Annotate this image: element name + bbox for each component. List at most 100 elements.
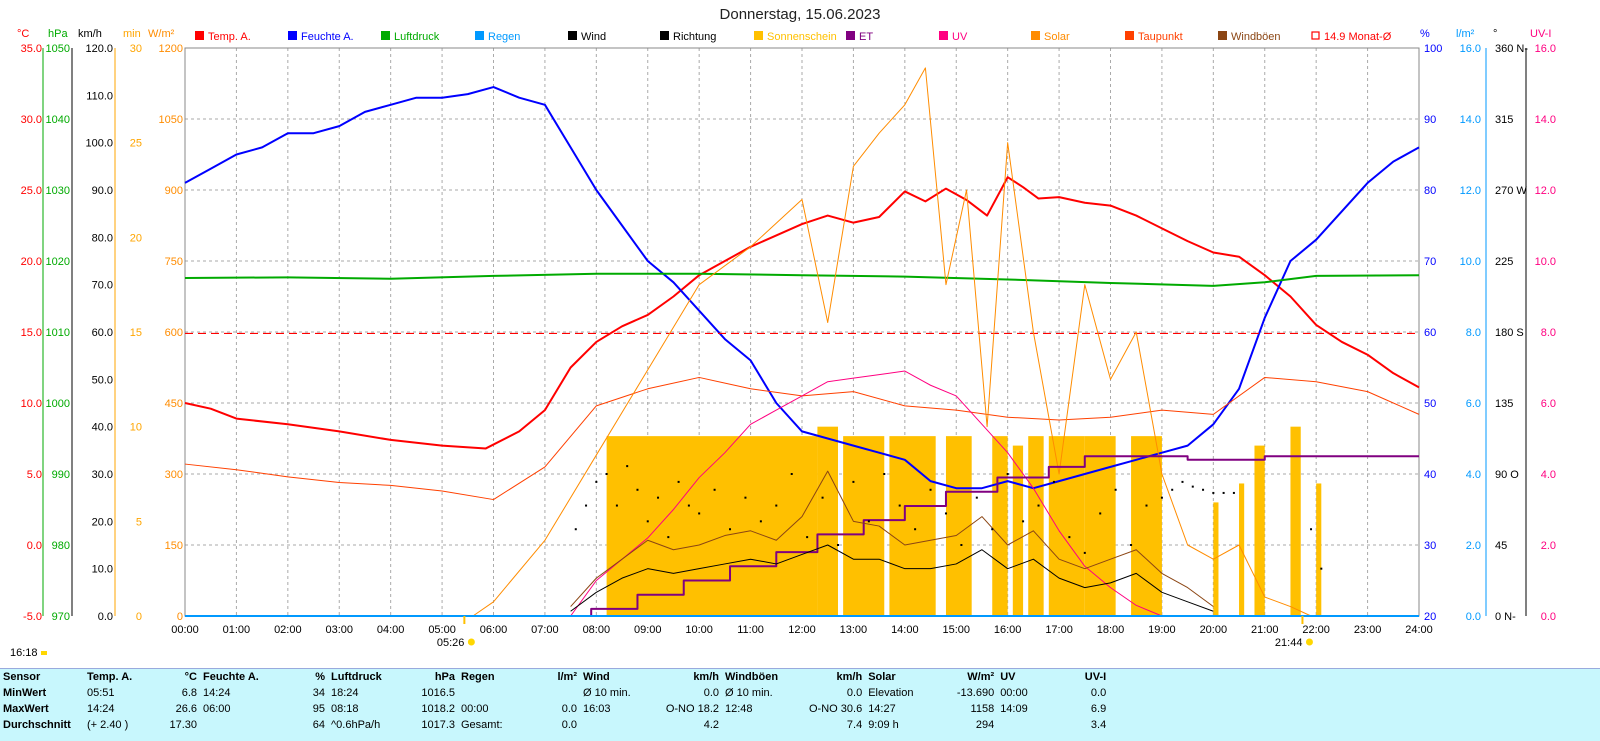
- stats-cell: 18:24: [331, 687, 359, 699]
- x-tick-label: 11:00: [737, 624, 764, 636]
- axis-head-lm2: l/m²: [1456, 28, 1475, 40]
- y-tick-label-kmh: 0.0: [98, 611, 113, 623]
- direction-point: [821, 496, 824, 499]
- stats-cell: 14:09: [1000, 703, 1028, 715]
- direction-point: [605, 473, 608, 475]
- sunshine-bar: [1213, 502, 1219, 616]
- stats-row: MinWert 05:51 6.8 14:24 34 18:24 1016.5 Ø 10 mi…: [0, 685, 1109, 701]
- stats-cell: -13.690: [956, 687, 995, 699]
- y-tick-label-deg: 135: [1495, 398, 1513, 410]
- stats-header-cell: Sensor: [3, 671, 41, 683]
- direction-point: [759, 520, 762, 523]
- y-tick-label-min: 5: [136, 516, 142, 528]
- legend-label: Wind: [581, 31, 606, 43]
- stats-cell: 00:00: [461, 703, 489, 715]
- y-tick-label-min: 15: [130, 327, 142, 339]
- y-tick-label-deg: 90 O: [1495, 469, 1519, 481]
- direction-point: [929, 488, 932, 491]
- stats-cell: [997, 717, 1061, 733]
- legend-label: 14.9 Monat-Ø: [1324, 31, 1392, 43]
- y-tick-label-lm2: 2.0: [1466, 540, 1481, 552]
- y-tick-label-pct: 40: [1424, 469, 1436, 481]
- sun-icon: [1305, 638, 1313, 646]
- stats-header-cell: UV: [1000, 671, 1016, 683]
- direction-point: [1202, 488, 1205, 491]
- y-tick-label-uvi: 12.0: [1535, 185, 1556, 197]
- stats-header-cell: l/m²: [557, 671, 577, 683]
- stats-cell: 1158: [970, 703, 995, 715]
- series-line-feuchte-a-: [184, 86, 1420, 490]
- x-tick-label: 18:00: [1097, 624, 1125, 636]
- stats-cell: O-NO 30.6: [809, 703, 863, 715]
- axis-head-uvi: UV-I: [1530, 28, 1551, 40]
- direction-point: [646, 520, 649, 523]
- stats-cell: Durchschnitt: [3, 719, 71, 731]
- legend-swatch: [1311, 31, 1320, 40]
- y-tick-label-kmh: 90.0: [92, 185, 113, 197]
- axis-head-temp: °C: [17, 28, 29, 40]
- axis-head-min: min: [123, 28, 141, 40]
- stats-cell: 34: [312, 687, 325, 699]
- y-tick-label-lm2: 14.0: [1460, 114, 1481, 126]
- direction-point: [636, 488, 639, 491]
- legend-swatch: [846, 31, 855, 40]
- direction-point: [595, 480, 598, 483]
- legend-swatch: [381, 31, 390, 40]
- stats-header-row: Sensor Temp. A. °C Feuchte A.% Luftdruck hPa R…: [0, 669, 1109, 685]
- y-tick-label-lm2: 6.0: [1466, 398, 1481, 410]
- y-tick-label-hpa: 980: [52, 540, 70, 552]
- y-tick-label-kmh: 50.0: [92, 374, 113, 386]
- stats-cell: 0.0: [561, 703, 577, 715]
- legend-swatch: [939, 31, 948, 40]
- x-tick-label: 12:00: [788, 624, 816, 636]
- direction-point: [1037, 504, 1040, 507]
- x-tick-label: 04:00: [377, 624, 405, 636]
- stats-header-cell: Feuchte A.: [203, 671, 259, 683]
- stats-cell: MinWert: [3, 687, 47, 699]
- stats-cell: 14:24: [203, 687, 231, 699]
- y-tick-label-uvi: 6.0: [1541, 398, 1556, 410]
- stats-cell: 17.30: [169, 719, 197, 731]
- direction-point: [883, 473, 886, 475]
- stats-header-cell: Temp. A.: [87, 671, 133, 683]
- legend-swatch: [195, 31, 204, 40]
- stats-header-cell: Regen: [461, 671, 495, 683]
- stats-cell: Ø 10 min.: [583, 687, 631, 699]
- legend-label: Taupunkt: [1138, 31, 1183, 43]
- y-tick-label-hpa: 1020: [46, 256, 70, 268]
- direction-point: [687, 504, 690, 507]
- y-tick-label-deg: 270 W: [1495, 185, 1527, 197]
- x-tick-label: 17:00: [1045, 624, 1073, 636]
- y-tick-label-kmh: 20.0: [92, 516, 113, 528]
- legend-label: Regen: [488, 31, 520, 43]
- direction-point: [615, 504, 618, 507]
- stats-cell: ^0.6hPa/h: [331, 719, 381, 731]
- legend-swatch: [288, 31, 297, 40]
- direction-point: [626, 465, 629, 468]
- stats-cell: 6.9: [1090, 703, 1107, 715]
- y-tick-label-min: 10: [130, 422, 142, 434]
- y-tick-label-temp: 10.0: [21, 398, 42, 410]
- legend-label: Windböen: [1231, 31, 1281, 43]
- y-tick-label-uvi: 14.0: [1535, 114, 1556, 126]
- x-tick-label: 22:00: [1302, 624, 1330, 636]
- series-line-uv: [570, 370, 1163, 617]
- stats-cell: Ø 10 min.: [725, 687, 773, 699]
- stats-cell: 4.2: [703, 719, 719, 731]
- y-tick-label-temp: 15.0: [21, 327, 42, 339]
- y-tick-label-kmh: 100.0: [85, 138, 113, 150]
- axis-head-deg: °: [1493, 28, 1497, 40]
- direction-point: [657, 496, 660, 499]
- sunshine-bar: [606, 436, 818, 616]
- direction-point: [914, 528, 917, 531]
- direction-point: [1083, 551, 1086, 554]
- stats-cell: [458, 685, 536, 701]
- stats-row: MaxWert 14:24 26.6 06:00 95 08:18 1018.2 00:00 0…: [0, 701, 1109, 717]
- y-tick-label-wm2: 750: [165, 256, 183, 268]
- direction-point: [1191, 485, 1194, 488]
- direction-point: [585, 504, 588, 507]
- y-tick-label-pct: 90: [1424, 114, 1436, 126]
- direction-point: [852, 480, 855, 483]
- sunshine-bar: [1316, 483, 1322, 616]
- stats-cell: [722, 717, 806, 733]
